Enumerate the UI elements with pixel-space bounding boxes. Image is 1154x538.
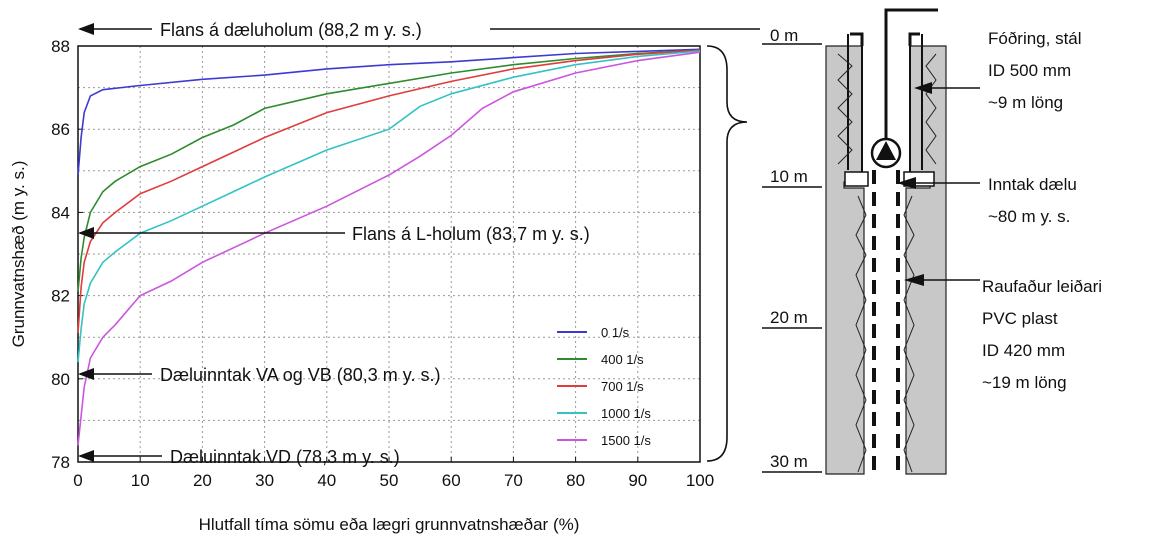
- screen-label-0: Raufaður leiðari: [982, 277, 1102, 296]
- depth-label-20: 20 m: [770, 308, 808, 327]
- screen-zigzag-right: [903, 195, 915, 473]
- x-tick-label: 90: [628, 471, 647, 490]
- x-tick-label: 40: [317, 471, 336, 490]
- chart-legend: 0 1/s 400 1/s 700 1/s 1000 1/s 1500 1/s: [557, 325, 651, 448]
- y-tick-label: 88: [51, 37, 70, 56]
- casing-label-1: ID 500 mm: [988, 61, 1071, 80]
- legend-label-3: 1000 1/s: [601, 406, 651, 421]
- borehole-wall-left: [825, 45, 865, 475]
- x-tick-label: 100: [686, 471, 714, 490]
- intake-callout-arrowhead: [897, 177, 916, 189]
- legend-label-4: 1500 1/s: [601, 433, 651, 448]
- x-tick-label: 0: [73, 471, 82, 490]
- screen-callout-arrowhead: [904, 274, 924, 286]
- grout-zigzag-right: [925, 53, 937, 165]
- depth-brace: [706, 45, 748, 462]
- borehole-wall-right: [905, 45, 947, 475]
- y-axis-label: Grunnvatnshæð (m y. s.): [9, 161, 28, 348]
- pump-riser-pipe: [884, 8, 938, 140]
- y-tick-label: 86: [51, 120, 70, 139]
- legend-label-2: 700 1/s: [601, 379, 644, 394]
- legend-label-0: 0 1/s: [601, 325, 630, 340]
- pump-arrow-icon: [876, 141, 896, 160]
- series-line-3: [77, 50, 701, 363]
- x-axis-label: Hlutfall tíma sömu eða lægri grunnvatnsh…: [199, 515, 580, 534]
- x-tick-label: 10: [131, 471, 150, 490]
- annotation-arrowhead-3: [78, 450, 94, 462]
- y-tick-label: 80: [51, 370, 70, 389]
- annotation-label-3: Dæluinntak VD (78,3 m y. s.): [170, 447, 400, 467]
- x-tick-label: 80: [566, 471, 585, 490]
- casing-label-2: ~9 m löng: [988, 93, 1063, 112]
- well-diagram: 0 m 10 m 20 m 30 m: [762, 8, 1102, 475]
- intake-label-0: Inntak dælu: [988, 175, 1077, 194]
- annotation-arrowhead-0: [78, 23, 94, 35]
- x-tick-label: 70: [504, 471, 523, 490]
- depth-label-10: 10 m: [770, 167, 808, 186]
- annotation-label-0: Flans á dæluholum (88,2 m y. s.): [160, 20, 422, 40]
- y-tick-label: 84: [51, 203, 70, 222]
- casing-callout-arrowhead: [914, 82, 932, 94]
- depth-label-30: 30 m: [770, 452, 808, 471]
- chart-grid: [78, 46, 700, 462]
- screen-zigzag-left: [855, 195, 867, 473]
- chart-series: [77, 48, 701, 446]
- annotation-arrowhead-1: [78, 227, 94, 239]
- chart-ticks: 0 10 20 30 40 50 60 70 80 90 100 78 80 82 84 86 88: [51, 37, 714, 490]
- casing-shoe-left: [844, 171, 869, 187]
- y-tick-label: 82: [51, 287, 70, 306]
- intake-label-1: ~80 m y. s.: [988, 207, 1070, 226]
- annotation-label-2: Dæluinntak VA og VB (80,3 m y. s.): [160, 365, 440, 385]
- casing-label-0: Fóðring, stál: [988, 29, 1082, 48]
- x-tick-label: 60: [442, 471, 461, 490]
- series-line-1: [77, 49, 701, 292]
- casing-top-left: [850, 32, 864, 46]
- screen-label-1: PVC plast: [982, 309, 1058, 328]
- casing-top-right: [908, 32, 920, 46]
- series-line-0: [77, 48, 701, 176]
- series-line-4: [77, 51, 701, 446]
- screen-label-2: ID 420 mm: [982, 341, 1065, 360]
- depth-label-0: 0 m: [770, 26, 798, 45]
- y-tick-label: 78: [51, 453, 70, 472]
- screen-label-3: ~19 m löng: [982, 373, 1067, 392]
- annotation-arrowhead-2: [78, 368, 94, 380]
- x-tick-label: 20: [193, 471, 212, 490]
- chart-annotations: Flans á dæluholum (88,2 m y. s.) Flans á…: [78, 20, 760, 467]
- annotation-label-1: Flans á L-holum (83,7 m y. s.): [352, 224, 590, 244]
- x-tick-label: 30: [255, 471, 274, 490]
- grout-zigzag-left: [837, 53, 853, 165]
- legend-label-1: 400 1/s: [601, 352, 644, 367]
- series-line-2: [77, 49, 701, 334]
- x-tick-label: 50: [380, 471, 399, 490]
